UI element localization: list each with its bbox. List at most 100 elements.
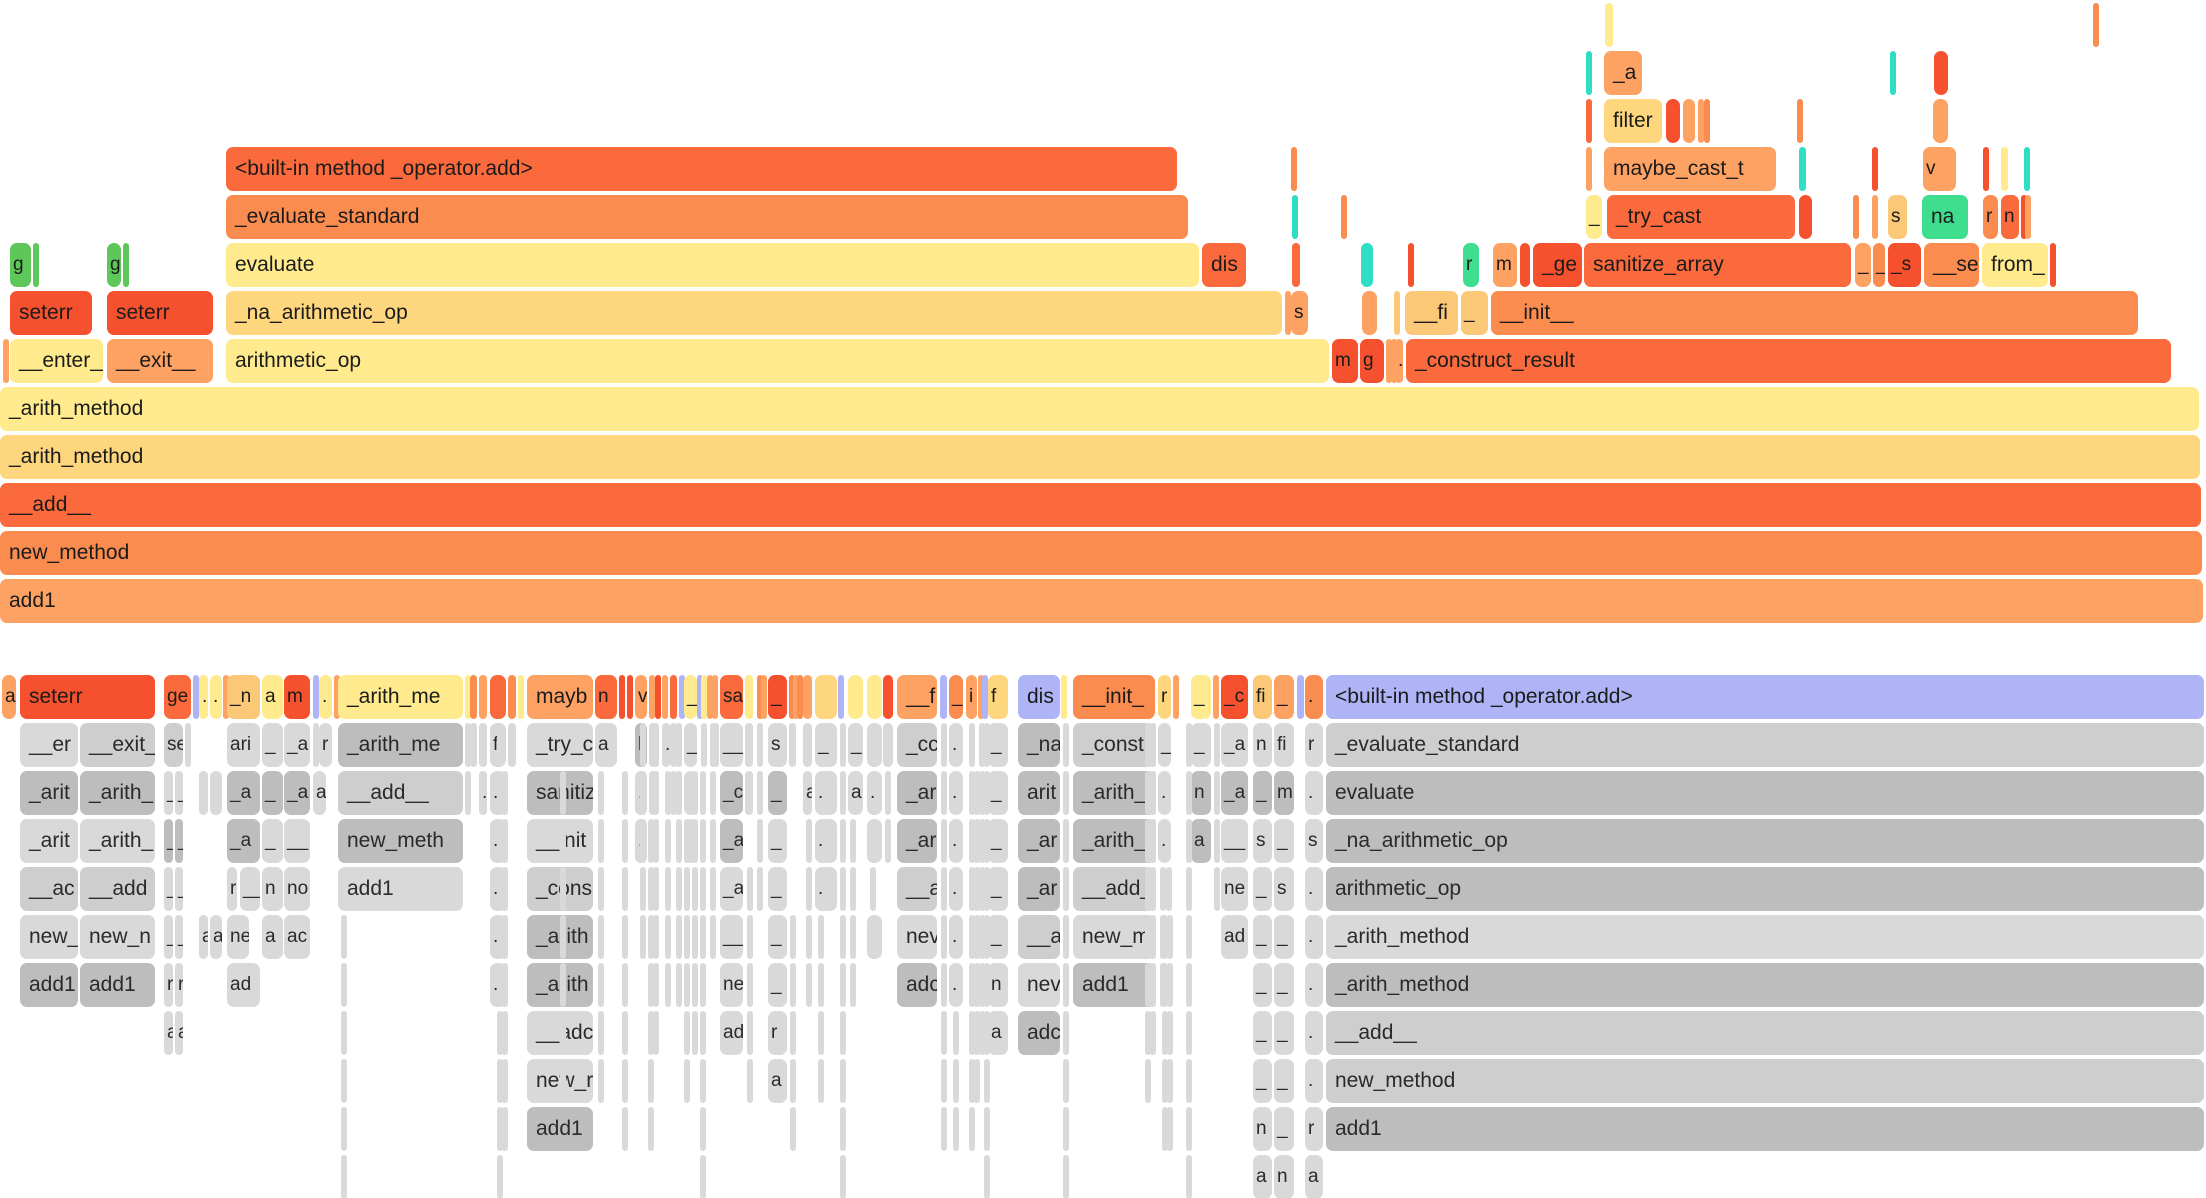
caller-frame[interactable] (870, 867, 876, 911)
caller-frame[interactable]: _a (227, 819, 260, 863)
caller-frame[interactable] (745, 771, 753, 815)
caller-frame[interactable] (713, 723, 719, 767)
leaf-frame[interactable]: v (635, 675, 647, 719)
flame-frame[interactable] (1799, 147, 1806, 191)
caller-frame[interactable] (648, 819, 654, 863)
caller-frame[interactable]: n (1253, 723, 1272, 767)
caller-frame[interactable] (1150, 915, 1156, 959)
flame-frame[interactable] (1605, 3, 1613, 47)
leaf-frame[interactable]: r (1158, 675, 1171, 719)
leaf-frame[interactable]: . (199, 675, 208, 719)
caller-frame[interactable]: m (1274, 771, 1294, 815)
caller-frame[interactable] (941, 723, 947, 767)
caller-frame[interactable] (747, 915, 753, 959)
caller-frame[interactable] (840, 867, 846, 911)
caller-frame[interactable] (1162, 1011, 1168, 1055)
leaf-frame[interactable]: i (966, 675, 977, 719)
flame-frame[interactable]: sanitize_array (1584, 243, 1851, 287)
caller-frame[interactable]: . (949, 771, 963, 815)
caller-frame[interactable]: __ac (20, 867, 78, 911)
caller-frame[interactable] (684, 915, 690, 959)
caller-frame[interactable] (1214, 867, 1220, 911)
caller-frame[interactable] (790, 1011, 796, 1055)
caller-frame[interactable] (684, 1011, 690, 1055)
caller-frame[interactable]: _na (1018, 723, 1060, 767)
leaf-frame[interactable]: dis (1018, 675, 1060, 719)
caller-frame[interactable] (969, 1011, 975, 1055)
caller-frame[interactable] (502, 771, 508, 815)
flame-frame[interactable]: dis (1202, 243, 1246, 287)
leaf-frame[interactable] (627, 675, 633, 719)
flame-frame[interactable]: <built-in method _operator.add> (226, 147, 1177, 191)
caller-frame[interactable] (653, 819, 659, 863)
leaf-frame[interactable]: m (284, 675, 310, 719)
flame-frame[interactable]: seterr (107, 291, 213, 335)
caller-frame[interactable] (984, 819, 990, 863)
leaf-frame[interactable] (508, 675, 516, 719)
flame-frame[interactable]: r (1463, 243, 1479, 287)
flame-frame[interactable]: maybe_cast_t (1604, 147, 1776, 191)
flame-frame[interactable]: g (107, 243, 121, 287)
leaf-frame[interactable] (838, 675, 844, 719)
caller-frame[interactable] (984, 915, 990, 959)
flame-frame[interactable] (2021, 195, 2027, 239)
caller-frame[interactable] (984, 1107, 990, 1151)
caller-frame[interactable] (979, 723, 985, 767)
caller-frame[interactable] (710, 723, 716, 767)
caller-frame[interactable] (497, 723, 503, 767)
caller-frame[interactable] (710, 915, 716, 959)
caller-frame[interactable] (648, 1059, 654, 1103)
leaf-frame[interactable] (757, 675, 763, 719)
caller-frame[interactable]: _ (262, 771, 283, 815)
caller-frame[interactable]: _cc (897, 723, 937, 767)
caller-frame[interactable]: n (262, 867, 283, 911)
caller-frame[interactable] (665, 867, 671, 911)
caller-frame[interactable] (870, 819, 876, 863)
caller-frame[interactable]: s (1274, 867, 1294, 911)
caller-frame[interactable] (676, 963, 682, 1007)
leaf-frame[interactable]: . (210, 675, 222, 719)
caller-frame[interactable] (1150, 963, 1156, 1007)
caller-frame[interactable] (806, 963, 812, 1007)
caller-frame[interactable] (1063, 867, 1069, 911)
caller-frame[interactable] (700, 915, 706, 959)
caller-frame[interactable]: a (1305, 1155, 1323, 1198)
caller-frame[interactable] (653, 723, 659, 767)
caller-frame[interactable] (648, 1107, 654, 1151)
caller-frame[interactable]: _ (1274, 819, 1294, 863)
flame-frame[interactable] (2050, 243, 2056, 287)
caller-frame[interactable] (969, 723, 975, 767)
caller-frame[interactable]: _ (164, 867, 173, 911)
leaf-frame[interactable]: _c (1221, 675, 1248, 719)
leaf-frame[interactable]: _ (684, 675, 697, 719)
caller-frame[interactable]: _const (1073, 723, 1155, 767)
caller-frame[interactable] (684, 963, 690, 1007)
caller-frame[interactable] (806, 819, 812, 863)
caller-frame[interactable]: __ (720, 915, 743, 959)
leaf-frame[interactable] (649, 675, 655, 719)
caller-frame[interactable] (1162, 1059, 1168, 1103)
flame-frame[interactable]: _ (1461, 291, 1488, 335)
caller-frame[interactable] (1162, 1107, 1168, 1151)
caller-frame[interactable]: _ (262, 723, 283, 767)
caller-frame[interactable]: _arith_me (338, 723, 463, 767)
caller-frame[interactable] (818, 1059, 824, 1103)
caller-frame[interactable]: a (595, 723, 617, 767)
leaf-frame[interactable] (518, 675, 524, 719)
caller-frame[interactable]: ad (227, 963, 260, 1007)
caller-frame[interactable] (676, 867, 682, 911)
caller-frame[interactable] (979, 867, 985, 911)
caller-frame[interactable] (648, 963, 654, 1007)
leaf-frame[interactable] (670, 675, 677, 719)
caller-frame[interactable] (622, 771, 628, 815)
flame-frame[interactable] (1872, 195, 1878, 239)
caller-frame[interactable]: _ (988, 819, 1008, 863)
caller-frame[interactable] (1186, 1107, 1192, 1151)
caller-frame[interactable] (974, 1059, 980, 1103)
leaf-frame[interactable]: _arith_me (338, 675, 463, 719)
leaf-frame[interactable] (479, 675, 487, 719)
caller-frame[interactable]: r (175, 963, 183, 1007)
caller-frame[interactable]: ac (284, 915, 310, 959)
caller-frame[interactable]: _arith_ (1073, 819, 1155, 863)
caller-frame[interactable] (653, 771, 659, 815)
